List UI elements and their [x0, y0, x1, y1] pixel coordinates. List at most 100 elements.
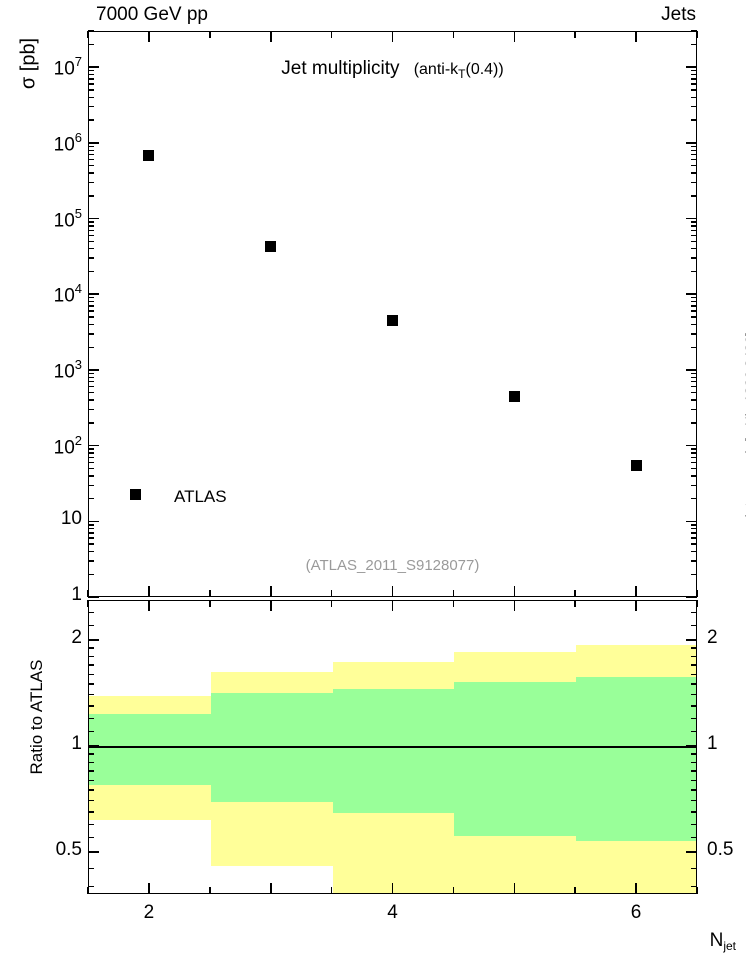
- axis-tick: [691, 159, 697, 161]
- header-category-label: Jets: [661, 4, 696, 25]
- axis-tick: [686, 217, 697, 220]
- axis-tick: [686, 639, 697, 641]
- axis-tick: [88, 745, 99, 747]
- axis-tick: [691, 43, 697, 46]
- axis-tick: [88, 885, 94, 887]
- x-axis-label-main: N: [709, 930, 724, 951]
- axis-tick: [691, 149, 697, 151]
- y-tick-label-ratio: 1: [71, 733, 82, 755]
- y-tick-label-ratio: 2: [71, 627, 82, 649]
- axis-tick: [691, 422, 697, 424]
- axis-tick: [88, 369, 99, 371]
- axis-tick: [691, 145, 697, 148]
- axis-tick: [88, 717, 94, 719]
- analysis-id-label: (ATLAS_2011_S9128077): [305, 557, 480, 574]
- axis-tick: [691, 297, 697, 299]
- axis-tick: [691, 69, 697, 72]
- axis-tick: [691, 537, 697, 539]
- axis-tick: [88, 543, 94, 545]
- axis-tick: [686, 444, 697, 447]
- axis-tick: [691, 624, 697, 627]
- axis-tick: [691, 497, 697, 500]
- axis-tick: [691, 550, 697, 553]
- axis-tick: [691, 475, 697, 477]
- axis-tick: [691, 730, 697, 733]
- axis-tick: [88, 528, 94, 530]
- axis-tick: [691, 543, 697, 545]
- axis-tick: [269, 586, 272, 597]
- axis-tick: [691, 683, 697, 685]
- axis-tick: [691, 399, 697, 401]
- axis-tick: [88, 467, 94, 470]
- axis-tick: [88, 300, 94, 303]
- axis-tick: [691, 172, 697, 174]
- axis-tick: [269, 600, 272, 611]
- axis-tick: [686, 851, 697, 853]
- ratio-band-inner: [89, 714, 211, 786]
- plot-title-algo-post: (0.4)): [465, 61, 504, 78]
- axis-tick: [391, 586, 394, 597]
- axis-tick: [269, 31, 272, 42]
- axis-tick: [88, 456, 94, 459]
- axis-tick: [88, 537, 94, 539]
- axis-tick: [88, 399, 94, 401]
- axis-tick: [88, 96, 94, 99]
- axis-tick: [691, 372, 697, 375]
- axis-tick: [88, 573, 94, 575]
- axis-tick: [691, 305, 697, 307]
- ratio-band-inner: [332, 689, 455, 813]
- axis-tick: [691, 316, 697, 318]
- axis-tick: [691, 560, 697, 562]
- axis-tick: [691, 532, 697, 534]
- y-tick-label-main: 105: [53, 205, 82, 231]
- data-point-marker: [265, 240, 277, 252]
- axis-tick: [88, 779, 94, 781]
- ratio-band-inner: [454, 682, 577, 836]
- axis-tick: [686, 369, 697, 371]
- legend: ATLAS: [130, 487, 227, 507]
- axis-tick: [513, 600, 516, 611]
- axis-tick: [691, 611, 697, 614]
- y-tick-label-main: 107: [53, 54, 82, 80]
- watermark-label: mcplots.cern.ch [arXiv:1306.3436]: [742, 332, 746, 544]
- axis-tick: [88, 106, 94, 108]
- axis-tick: [452, 600, 455, 607]
- axis-tick: [88, 66, 99, 68]
- axis-tick: [691, 73, 697, 76]
- axis-tick: [391, 31, 394, 42]
- axis-tick: [88, 316, 94, 318]
- y-tick-label-main: 10: [60, 508, 82, 530]
- axis-tick: [88, 323, 94, 326]
- y-tick-label-ratio-right: 2: [707, 627, 718, 649]
- axis-tick: [574, 887, 577, 894]
- y-tick-label-ratio: 0.5: [55, 839, 82, 861]
- axis-tick: [87, 887, 89, 894]
- axis-tick: [691, 461, 697, 464]
- axis-tick: [330, 887, 333, 894]
- axis-tick: [88, 705, 94, 707]
- axis-tick: [88, 520, 99, 523]
- axis-tick: [88, 836, 94, 839]
- axis-tick: [88, 461, 94, 464]
- axis-tick: [88, 560, 94, 562]
- axis-tick: [88, 624, 94, 627]
- axis-tick: [88, 119, 94, 121]
- axis-tick: [691, 823, 697, 825]
- axis-tick: [88, 664, 94, 666]
- axis-tick: [87, 600, 89, 607]
- axis-tick: [691, 664, 697, 666]
- axis-tick: [88, 683, 94, 685]
- axis-tick: [88, 484, 94, 486]
- x-axis-label: Njet: [710, 930, 736, 953]
- axis-tick: [88, 310, 94, 312]
- axis-tick: [691, 83, 697, 85]
- axis-tick: [209, 31, 211, 38]
- axis-tick: [88, 867, 94, 869]
- axis-tick: [691, 717, 697, 719]
- axis-tick: [691, 386, 697, 388]
- axis-tick: [88, 305, 94, 307]
- axis-tick: [88, 372, 94, 375]
- axis-tick: [330, 600, 333, 607]
- axis-tick: [686, 745, 697, 747]
- axis-tick: [691, 323, 697, 326]
